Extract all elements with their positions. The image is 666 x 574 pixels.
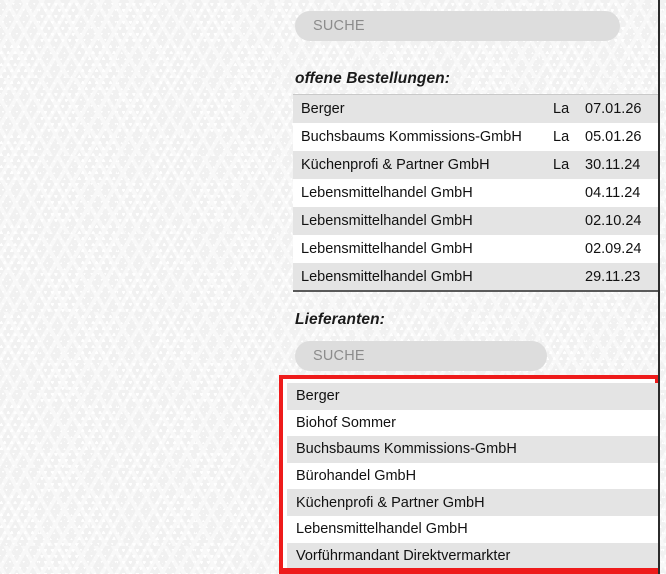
suppliers-highlight-box-bottom <box>279 568 659 574</box>
order-row[interactable]: Lebensmittelhandel GmbH 02.09.24 <box>293 235 659 263</box>
suppliers-list: Berger Biohof Sommer Buchsbaums Kommission… <box>287 383 659 570</box>
order-customer-name: Lebensmittelhandel GmbH <box>301 185 473 201</box>
order-row[interactable]: Berger La 07.01.26 <box>293 95 659 123</box>
orders-bottom-divider <box>293 290 659 292</box>
supplier-row[interactable]: Buchsbaums Kommissions-GmbH <box>287 436 659 463</box>
orders-search-input[interactable] <box>295 11 620 41</box>
order-status-flag: La <box>553 101 570 117</box>
order-date: 30.11.24 <box>585 157 641 173</box>
supplier-row[interactable]: Biohof Sommer <box>287 409 659 437</box>
order-row[interactable]: Lebensmittelhandel GmbH 04.11.24 <box>293 179 659 207</box>
order-customer-name: Lebensmittelhandel GmbH <box>301 213 473 229</box>
order-date: 04.11.24 <box>585 185 641 201</box>
order-row[interactable]: Lebensmittelhandel GmbH 02.10.24 <box>293 207 659 235</box>
supplier-row[interactable]: Berger <box>287 383 659 410</box>
supplier-row[interactable]: Lebensmittelhandel GmbH <box>287 515 659 543</box>
order-date: 07.01.26 <box>585 101 642 117</box>
order-customer-name: Buchsbaums Kommissions-GmbH <box>301 129 522 145</box>
order-customer-name: Berger <box>301 101 345 117</box>
right-panel: offene Bestellungen: Berger La 07.01.26 Buc… <box>279 0 666 574</box>
supplier-row[interactable]: Bürohandel GmbH <box>287 462 659 490</box>
order-row[interactable]: Buchsbaums Kommissions-GmbH La 05.01.26 <box>293 123 659 151</box>
order-status-flag: La <box>553 129 570 145</box>
order-customer-name: Lebensmittelhandel GmbH <box>301 241 473 257</box>
order-status-flag: La <box>553 157 570 173</box>
order-customer-name: Küchenprofi & Partner GmbH <box>301 157 490 173</box>
order-date: 02.09.24 <box>585 241 642 257</box>
order-row[interactable]: Lebensmittelhandel GmbH 29.11.23 <box>293 263 659 291</box>
suppliers-section-heading: Lieferanten: <box>295 311 385 328</box>
order-date: 05.01.26 <box>585 129 642 145</box>
open-orders-table: Berger La 07.01.26 Buchsbaums Kommissions-G… <box>293 94 659 291</box>
supplier-row[interactable]: Vorführmandant Direktvermarkter <box>287 542 659 570</box>
order-date: 02.10.24 <box>585 213 642 229</box>
order-date: 29.11.23 <box>585 269 641 285</box>
panel-right-edge <box>658 0 660 574</box>
supplier-row[interactable]: Küchenprofi & Partner GmbH <box>287 489 659 516</box>
suppliers-highlight-box: Berger Biohof Sommer Buchsbaums Kommission… <box>279 375 659 574</box>
suppliers-search-input[interactable] <box>295 341 547 371</box>
order-row[interactable]: Küchenprofi & Partner GmbH La 30.11.24 <box>293 151 659 179</box>
order-customer-name: Lebensmittelhandel GmbH <box>301 269 473 285</box>
orders-section-heading: offene Bestellungen: <box>295 70 451 87</box>
